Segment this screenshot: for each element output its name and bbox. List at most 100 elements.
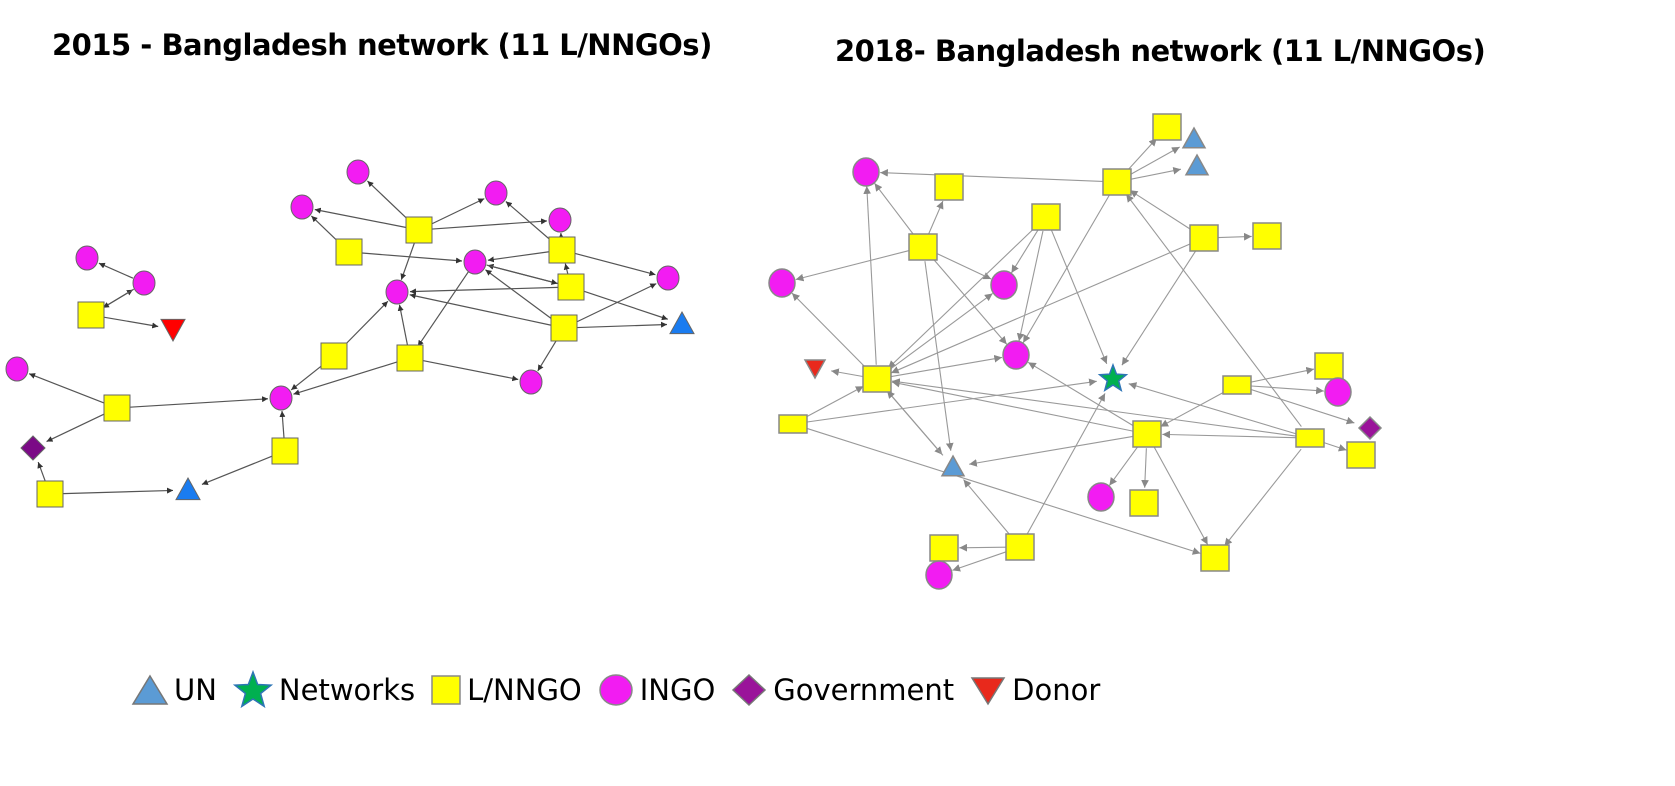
edge bbox=[129, 396, 269, 408]
edge bbox=[201, 455, 274, 485]
edge bbox=[1323, 442, 1347, 452]
edge bbox=[890, 354, 1003, 378]
node-lnngo bbox=[36, 480, 64, 508]
node-ingo bbox=[656, 265, 680, 291]
edge bbox=[1027, 361, 1136, 428]
network-2018 bbox=[768, 113, 1383, 590]
edge bbox=[409, 286, 559, 295]
node-ingo bbox=[1087, 482, 1115, 512]
node-lnngo bbox=[1295, 428, 1325, 448]
edge bbox=[431, 218, 548, 230]
edge bbox=[293, 361, 398, 396]
node-lnngo bbox=[1200, 544, 1230, 572]
edge bbox=[890, 243, 1192, 374]
node-ingo bbox=[1324, 377, 1352, 407]
edge bbox=[863, 186, 877, 365]
edge bbox=[290, 363, 325, 391]
triangle-down-icon bbox=[970, 677, 1006, 706]
node-networks bbox=[1097, 362, 1129, 392]
node-ingo bbox=[75, 245, 99, 271]
node-lnngo bbox=[1314, 352, 1344, 380]
legend-item-ingo: INGO bbox=[596, 672, 715, 708]
node-ingo bbox=[463, 249, 487, 275]
legend-item-lnngo: L/NNGO bbox=[429, 673, 582, 707]
edge bbox=[279, 410, 286, 439]
edge bbox=[1141, 448, 1149, 488]
legend-item-un: UN bbox=[130, 673, 217, 707]
edge bbox=[46, 413, 106, 443]
edge bbox=[874, 182, 915, 236]
edge bbox=[417, 271, 469, 347]
legend-item-networks: Networks bbox=[231, 670, 415, 710]
edge bbox=[62, 487, 174, 495]
edge bbox=[563, 263, 570, 275]
node-lnngo bbox=[934, 173, 964, 201]
edge bbox=[1026, 393, 1106, 535]
edge bbox=[575, 283, 657, 323]
edge bbox=[891, 379, 1134, 432]
edge bbox=[952, 551, 1007, 572]
edge bbox=[98, 262, 134, 279]
node-ingo bbox=[519, 369, 543, 395]
legend-label: Networks bbox=[278, 673, 416, 707]
network-2015 bbox=[5, 159, 695, 508]
edge bbox=[583, 290, 668, 321]
edge bbox=[422, 359, 519, 382]
node-ingo bbox=[269, 385, 293, 411]
circle-icon bbox=[599, 674, 633, 706]
edge bbox=[791, 292, 868, 370]
edge bbox=[1129, 146, 1180, 176]
edge bbox=[1251, 385, 1324, 395]
edge bbox=[310, 215, 341, 244]
edge bbox=[931, 257, 1008, 345]
node-lnngo bbox=[1152, 113, 1182, 141]
node-lnngo bbox=[1189, 224, 1219, 252]
node-lnngo bbox=[1129, 489, 1159, 517]
node-ingo bbox=[346, 159, 370, 185]
edge bbox=[1121, 249, 1197, 366]
node-ingo bbox=[768, 268, 796, 298]
node-lnngo bbox=[1005, 533, 1035, 561]
edge bbox=[574, 252, 656, 277]
node-ingo bbox=[925, 560, 953, 590]
node-ingo bbox=[385, 279, 409, 305]
edge bbox=[806, 427, 1201, 555]
edge bbox=[1108, 445, 1140, 486]
node-lnngo bbox=[1132, 420, 1162, 448]
star-icon bbox=[232, 670, 274, 709]
legend-label: Government bbox=[773, 673, 955, 707]
node-ingo bbox=[548, 207, 572, 233]
edge bbox=[397, 304, 409, 346]
node-lnngo bbox=[396, 344, 424, 372]
edge bbox=[505, 201, 553, 242]
edge bbox=[400, 242, 416, 280]
node-un bbox=[175, 476, 201, 501]
edge bbox=[935, 252, 992, 280]
node-lnngo bbox=[548, 236, 576, 264]
edge bbox=[1162, 430, 1296, 439]
edge bbox=[892, 378, 1296, 437]
legend-item-government: Government bbox=[729, 672, 954, 708]
legend: UN Networks L/NNGO INGO Government Donor bbox=[130, 670, 1114, 710]
node-lnngo bbox=[908, 233, 938, 261]
edge bbox=[959, 543, 1006, 552]
edge bbox=[37, 461, 47, 483]
edge bbox=[1016, 230, 1044, 342]
edge bbox=[485, 269, 554, 321]
node-government bbox=[20, 435, 46, 461]
node-ingo bbox=[132, 270, 156, 296]
edge bbox=[367, 180, 410, 222]
node-donor bbox=[803, 359, 827, 380]
edge bbox=[887, 226, 1037, 369]
edge bbox=[1050, 230, 1108, 365]
edge bbox=[576, 321, 668, 329]
node-government bbox=[1357, 415, 1383, 441]
node-un bbox=[1181, 126, 1207, 149]
edge bbox=[924, 261, 954, 451]
edge bbox=[1128, 382, 1297, 435]
node-lnngo bbox=[320, 342, 348, 370]
node-un bbox=[1184, 153, 1210, 176]
edge bbox=[1129, 189, 1193, 231]
edge bbox=[430, 198, 485, 225]
